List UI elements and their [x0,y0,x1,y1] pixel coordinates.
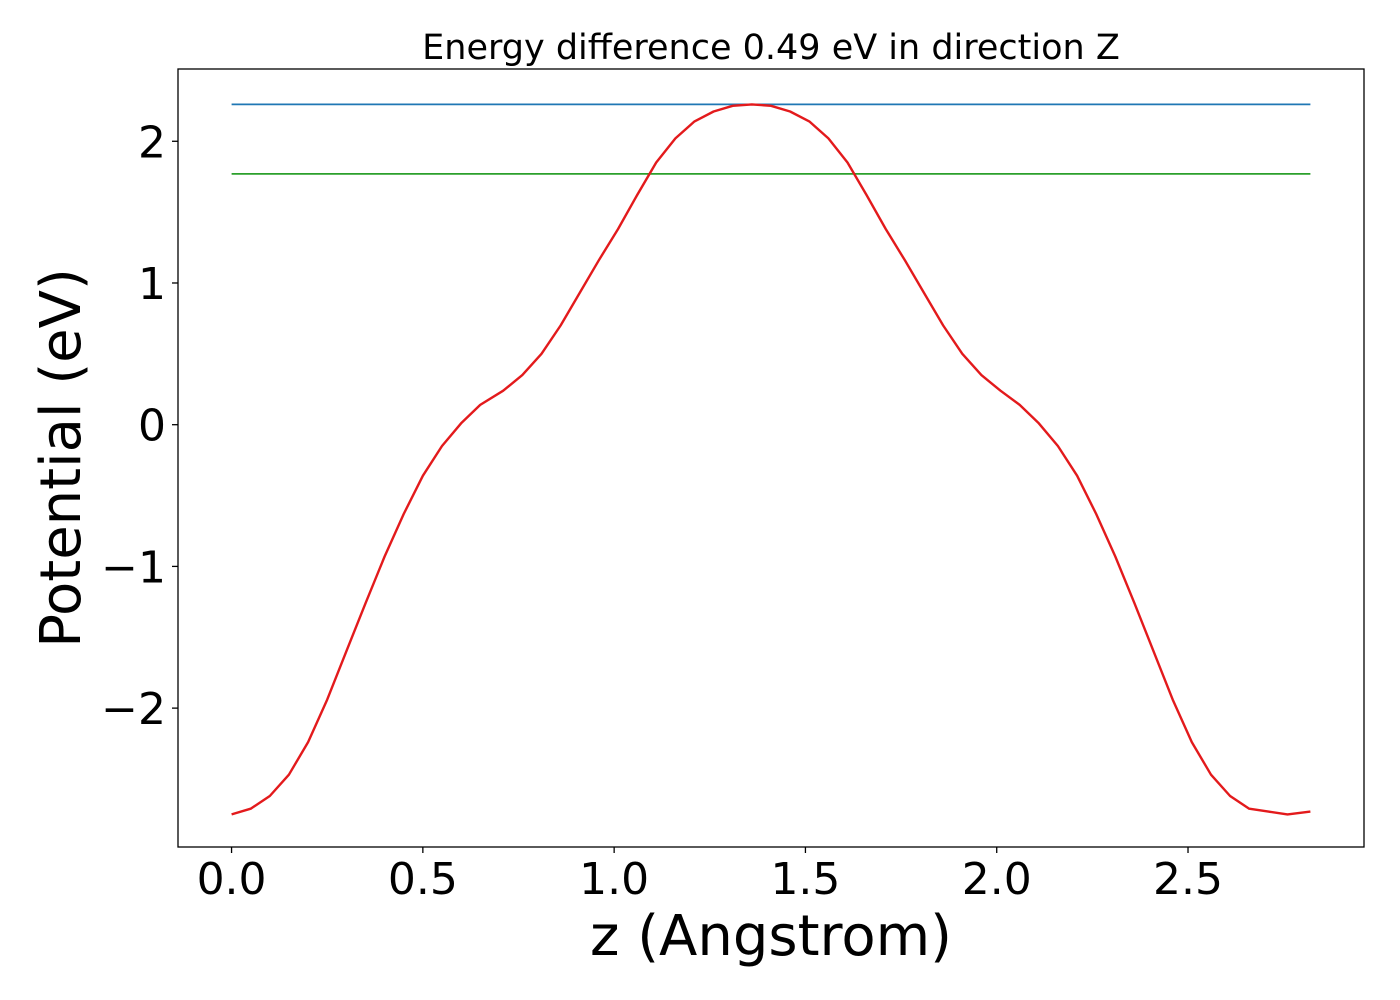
y-tick-label: 1 [138,259,166,310]
x-tick-label: 1.5 [770,854,840,905]
x-tick-label: 0.0 [197,854,267,905]
y-axis: −2 −1 0 1 2 [101,117,178,735]
x-tick-label: 2.5 [1153,854,1223,905]
y-tick-label: 2 [138,117,166,168]
plot-frame [177,68,1365,848]
x-axis-label: z (Angstrom) [590,904,952,969]
x-tick-label: 2.0 [962,854,1032,905]
y-tick-label: −2 [101,684,166,735]
x-tick-label: 0.5 [388,854,458,905]
y-tick-label: 0 [138,401,166,452]
y-tick-label: −1 [101,542,166,593]
series-line-3 [231,103,1311,816]
x-axis: 0.0 0.5 1.0 1.5 2.0 2.5 [197,847,1223,905]
x-tick-label: 1.0 [579,854,649,905]
y-axis-label: Potential (eV) [29,268,94,648]
chart-title: Energy difference 0.49 eV in direction Z [422,28,1120,68]
plot-area [231,103,1311,816]
